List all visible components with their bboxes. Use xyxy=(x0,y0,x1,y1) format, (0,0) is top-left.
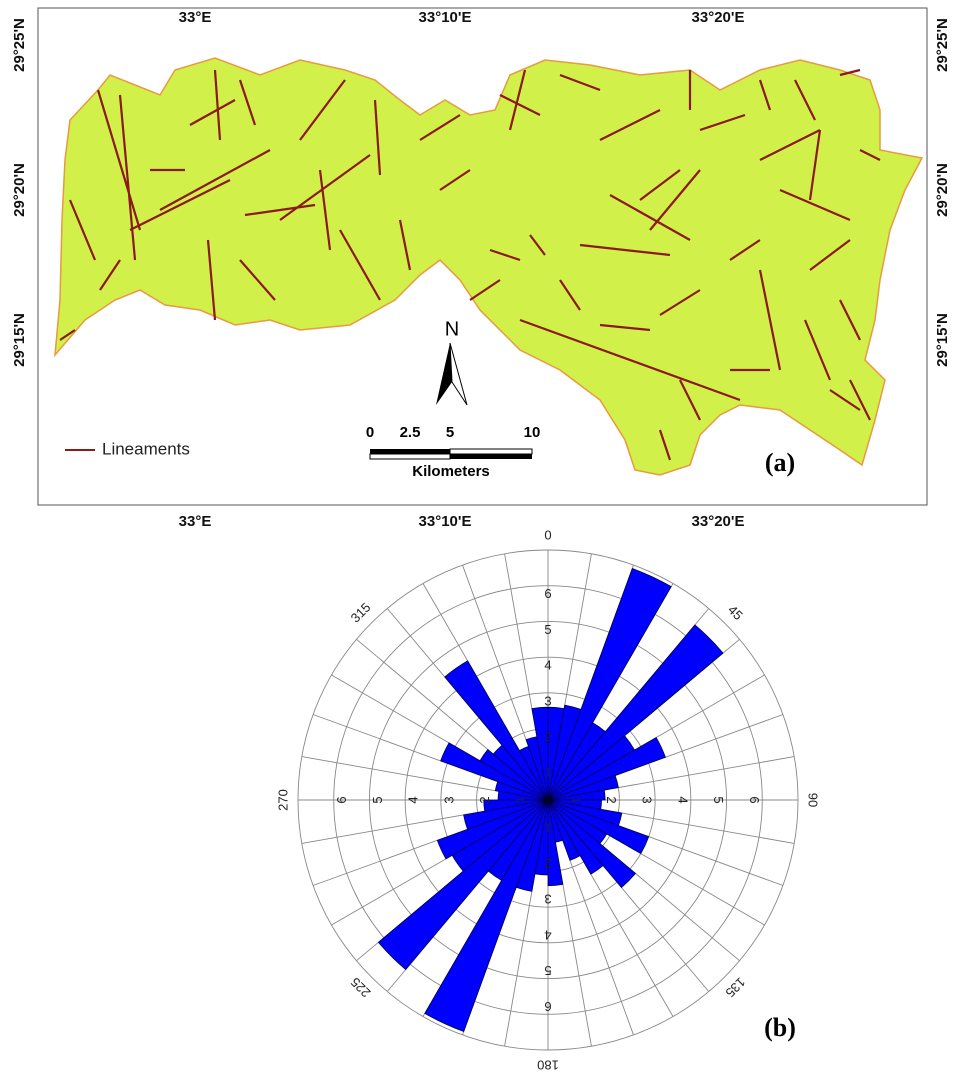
r-tick-label: 4 xyxy=(544,658,551,673)
r-tick-label: 2 xyxy=(477,796,492,803)
angle-label: 135 xyxy=(722,974,748,1000)
r-tick-label: 5 xyxy=(711,796,726,803)
angle-label: 225 xyxy=(348,974,374,1000)
scale-label: 0 xyxy=(366,424,374,441)
angle-label: 90 xyxy=(806,793,821,807)
r-tick-label: 1 xyxy=(513,796,528,803)
angle-label: 180 xyxy=(537,1058,559,1073)
r-tick-label: 5 xyxy=(544,963,551,978)
r-tick-label: 5 xyxy=(370,796,385,803)
lat-label: 29°25'N xyxy=(934,18,951,72)
lat-label: 29°20'N xyxy=(934,163,951,217)
r-tick-label: 4 xyxy=(406,796,421,803)
lat-label: 29°25'N xyxy=(11,18,28,72)
angle-label: 45 xyxy=(725,602,746,623)
scale-bar xyxy=(450,454,532,459)
r-tick-label: 6 xyxy=(544,999,551,1014)
r-tick-label: 1 xyxy=(544,765,551,780)
lon-label: 33°E xyxy=(179,9,212,26)
scale-label: 2.5 xyxy=(400,424,421,441)
r-tick-label: 5 xyxy=(544,622,551,637)
figure: Lineaments N 0 2.5 5 10 Kilometers (a) (… xyxy=(0,0,957,1075)
r-tick-label: 3 xyxy=(544,693,551,708)
r-tick-label: 4 xyxy=(544,927,551,942)
panel-label: (b) xyxy=(764,1013,796,1042)
legend-label: Lineaments xyxy=(102,439,190,458)
lon-label: 33°20'E xyxy=(692,513,745,530)
lon-label: 33°E xyxy=(179,513,212,530)
r-tick-label: 6 xyxy=(747,796,762,803)
r-tick-label: 6 xyxy=(334,796,349,803)
lon-label: 33°10'E xyxy=(419,9,472,26)
scale-bar xyxy=(450,449,532,454)
scale-bar xyxy=(370,454,450,459)
scale-label: 5 xyxy=(446,424,454,441)
r-tick-label: 2 xyxy=(544,856,551,871)
r-tick-label: 2 xyxy=(544,729,551,744)
scale-label: 10 xyxy=(524,424,541,441)
lat-label: 29°15'N xyxy=(11,313,28,367)
r-tick-label: 3 xyxy=(640,796,655,803)
north-label: N xyxy=(445,318,459,340)
angle-label: 315 xyxy=(348,600,374,626)
angle-label: 270 xyxy=(275,789,290,811)
lat-label: 29°15'N xyxy=(934,313,951,367)
r-tick-label: 2 xyxy=(604,796,619,803)
lon-label: 33°10'E xyxy=(419,513,472,530)
lon-label: 33°20'E xyxy=(692,9,745,26)
r-tick-label: 3 xyxy=(544,892,551,907)
r-tick-label: 3 xyxy=(441,796,456,803)
angle-label: 0 xyxy=(544,527,551,542)
r-tick-label: 4 xyxy=(675,796,690,803)
r-tick-label: 1 xyxy=(568,796,583,803)
lat-label: 29°20'N xyxy=(11,163,28,217)
scale-bar xyxy=(370,449,450,454)
r-tick-label: 6 xyxy=(544,586,551,601)
r-tick-label: 1 xyxy=(544,820,551,835)
panel-label: (a) xyxy=(765,448,795,477)
scale-unit: Kilometers xyxy=(412,463,490,480)
